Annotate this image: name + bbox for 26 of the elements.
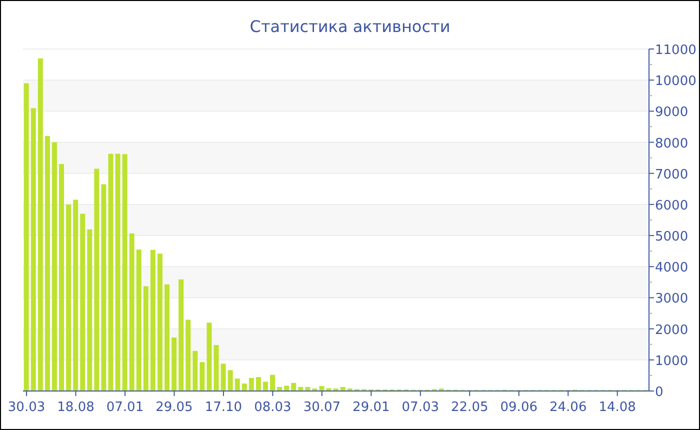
x-tick-label: 22.05 [451,400,488,415]
y-tick-label: 11000 [655,43,696,58]
chart-title: Статистика активности [250,17,450,36]
x-tick-label: 07.01 [106,400,144,415]
y-tick-label: 9000 [655,105,688,120]
y-tick-label: 8000 [655,136,688,152]
x-tick-label: 30.07 [303,400,341,415]
x-tick-label: 29.01 [352,400,390,415]
x-tick-label: 14.08 [598,400,636,415]
y-tick-label: 6000 [655,198,688,214]
x-tick-label: 18.08 [57,400,94,415]
y-tick-label: 5000 [655,230,688,245]
x-tick-label: 08.03 [254,400,292,415]
x-tick-label: 17.10 [204,400,242,415]
y-tick-label: 3000 [655,292,688,307]
y-tick-label: 10000 [655,74,696,90]
y-tick-label: 2000 [655,322,688,338]
y-tick-label: 0 [655,385,664,400]
y-tick-label: 7000 [655,167,688,182]
x-tick-label: 24.06 [550,400,587,415]
y-tick-label: 1000 [655,354,688,369]
x-tick-label: 30.03 [8,400,46,415]
x-tick-label: 07.03 [402,400,440,415]
x-tick-label: 09.06 [500,400,538,415]
x-tick-label: 29.05 [156,400,193,415]
y-tick-label: 4000 [655,260,688,276]
